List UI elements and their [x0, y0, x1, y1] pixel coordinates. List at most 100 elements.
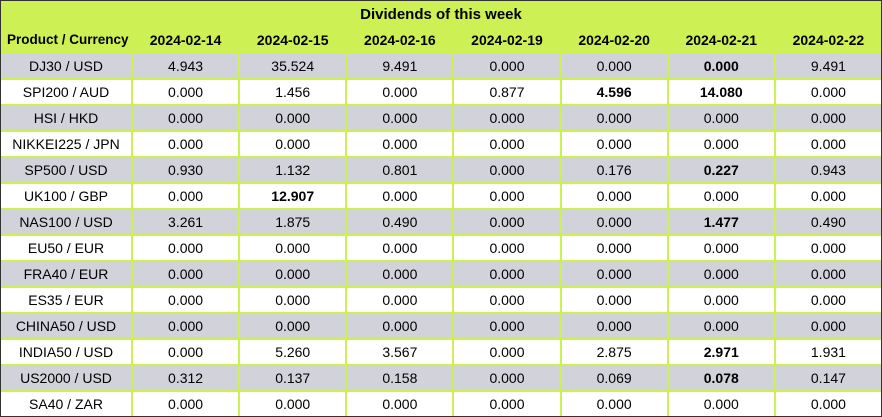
table-row: SA40 / ZAR 0.000 0.000 0.000 0.000 0.000 0.000… [1, 390, 881, 416]
dividend-value-cell: 4.596 [559, 78, 667, 104]
dividend-value-cell: 1.456 [238, 78, 346, 104]
dividend-value-cell: 0.000 [452, 312, 560, 338]
dividend-value-cell: 0.000 [238, 104, 346, 130]
dividend-value-cell: 0.000 [452, 52, 560, 78]
dividend-value-cell: 0.000 [345, 78, 453, 104]
dividend-value-cell: 0.000 [238, 390, 346, 416]
dividend-value-cell: 0.000 [559, 286, 667, 312]
table-row: DJ30 / USD 4.943 35.524 9.491 0.000 0.000 0.00… [1, 52, 881, 78]
table-row: NIKKEI225 / JPN 0.000 0.000 0.000 0.000 0.000… [1, 130, 881, 156]
dividend-value-cell: 0.930 [131, 156, 239, 182]
dividend-value-cell: 5.260 [238, 338, 346, 364]
dividend-value-cell: 0.000 [773, 312, 881, 338]
dividend-value-cell: 0.000 [131, 78, 239, 104]
dividend-value-cell: 0.000 [773, 390, 881, 416]
product-cell: SA40 / ZAR [1, 390, 131, 416]
dividend-value-cell: 0.000 [345, 234, 453, 260]
dividend-value-cell: 0.000 [559, 312, 667, 338]
header-row: Product / Currency 2024-02-14 2024-02-15 20… [1, 27, 881, 52]
table-row: SPI200 / AUD 0.000 1.456 0.000 0.877 4.596 14.… [1, 78, 881, 104]
dividend-value-cell: 0.000 [559, 234, 667, 260]
dividend-value-cell: 0.000 [131, 312, 239, 338]
table-body: DJ30 / USD 4.943 35.524 9.491 0.000 0.000 0.00… [1, 52, 881, 416]
dividend-value-cell: 0.000 [666, 390, 774, 416]
dividend-value-cell: 9.491 [345, 52, 453, 78]
dividend-value-cell: 0.000 [452, 260, 560, 286]
dividend-value-cell: 0.000 [345, 104, 453, 130]
dividend-value-cell: 0.000 [452, 156, 560, 182]
dividend-value-cell: 1.931 [773, 338, 881, 364]
dividend-value-cell: 0.000 [452, 364, 560, 390]
table-row: INDIA50 / USD 0.000 5.260 3.567 0.000 2.875 2.… [1, 338, 881, 364]
product-cell: US2000 / USD [1, 364, 131, 390]
table-row: FRA40 / EUR 0.000 0.000 0.000 0.000 0.000 0.00… [1, 260, 881, 286]
dividend-value-cell: 0.000 [559, 52, 667, 78]
dividend-value-cell: 0.000 [773, 130, 881, 156]
dividend-value-cell: 0.000 [773, 104, 881, 130]
product-cell: DJ30 / USD [1, 52, 131, 78]
dividend-value-cell: 0.000 [452, 208, 560, 234]
dividend-value-cell: 0.000 [131, 260, 239, 286]
dividend-value-cell: 0.000 [345, 390, 453, 416]
dividend-value-cell: 0.000 [345, 312, 453, 338]
table-row: HSI / HKD 0.000 0.000 0.000 0.000 0.000 0.000 0… [1, 104, 881, 130]
dividend-value-cell: 3.567 [345, 338, 453, 364]
dividend-value-cell: 0.000 [345, 260, 453, 286]
dividend-value-cell: 0.158 [345, 364, 453, 390]
dividend-value-cell: 0.000 [559, 104, 667, 130]
dividend-value-cell: 0.000 [666, 286, 774, 312]
dividend-value-cell: 0.000 [452, 390, 560, 416]
dividend-value-cell: 0.000 [559, 390, 667, 416]
dividend-value-cell: 0.000 [452, 130, 560, 156]
product-cell: ES35 / EUR [1, 286, 131, 312]
dividend-value-cell: 0.000 [131, 104, 239, 130]
product-cell: FRA40 / EUR [1, 260, 131, 286]
dividend-value-cell: 0.000 [131, 286, 239, 312]
date-column-header: 2024-02-20 [559, 27, 667, 52]
dividend-value-cell: 0.801 [345, 156, 453, 182]
product-cell: EU50 / EUR [1, 234, 131, 260]
dividend-value-cell: 4.943 [131, 52, 239, 78]
dividend-value-cell: 0.000 [131, 338, 239, 364]
dividend-value-cell: 0.000 [131, 182, 239, 208]
dividend-value-cell: 12.907 [238, 182, 346, 208]
dividend-value-cell: 0.943 [773, 156, 881, 182]
dividend-value-cell: 9.491 [773, 52, 881, 78]
product-currency-header: Product / Currency [1, 27, 131, 52]
dividend-value-cell: 0.312 [131, 364, 239, 390]
dividend-value-cell: 0.000 [131, 390, 239, 416]
dividend-value-cell: 2.875 [559, 338, 667, 364]
dividend-value-cell: 0.000 [238, 260, 346, 286]
dividend-value-cell: 0.000 [559, 260, 667, 286]
table-row: CHINA50 / USD 0.000 0.000 0.000 0.000 0.000 0.… [1, 312, 881, 338]
dividend-value-cell: 14.080 [666, 78, 774, 104]
dividend-value-cell: 0.137 [238, 364, 346, 390]
dividend-value-cell: 0.490 [345, 208, 453, 234]
dividend-value-cell: 0.000 [238, 312, 346, 338]
dividend-value-cell: 0.000 [452, 182, 560, 208]
dividend-value-cell: 0.000 [238, 286, 346, 312]
date-column-header: 2024-02-21 [666, 27, 774, 52]
dividend-value-cell: 0.000 [452, 286, 560, 312]
dividend-value-cell: 0.000 [559, 182, 667, 208]
date-column-header: 2024-02-14 [131, 27, 239, 52]
dividend-value-cell: 0.000 [452, 234, 560, 260]
dividend-value-cell: 0.000 [666, 234, 774, 260]
dividend-value-cell: 0.000 [773, 78, 881, 104]
product-cell: INDIA50 / USD [1, 338, 131, 364]
table-row: EU50 / EUR 0.000 0.000 0.000 0.000 0.000 0.000… [1, 234, 881, 260]
table-row: SP500 / USD 0.930 1.132 0.801 0.000 0.176 0.22… [1, 156, 881, 182]
dividend-value-cell: 0.877 [452, 78, 560, 104]
dividend-value-cell: 2.971 [666, 338, 774, 364]
dividend-value-cell: 0.000 [666, 182, 774, 208]
table-row: ES35 / EUR 0.000 0.000 0.000 0.000 0.000 0.000… [1, 286, 881, 312]
dividend-value-cell: 0.000 [238, 234, 346, 260]
dividend-value-cell: 0.000 [131, 234, 239, 260]
product-cell: CHINA50 / USD [1, 312, 131, 338]
dividend-value-cell: 0.147 [773, 364, 881, 390]
dividend-value-cell: 1.875 [238, 208, 346, 234]
date-column-header: 2024-02-16 [345, 27, 453, 52]
title-row: Dividends of this week [1, 1, 881, 27]
dividend-value-cell: 0.078 [666, 364, 774, 390]
